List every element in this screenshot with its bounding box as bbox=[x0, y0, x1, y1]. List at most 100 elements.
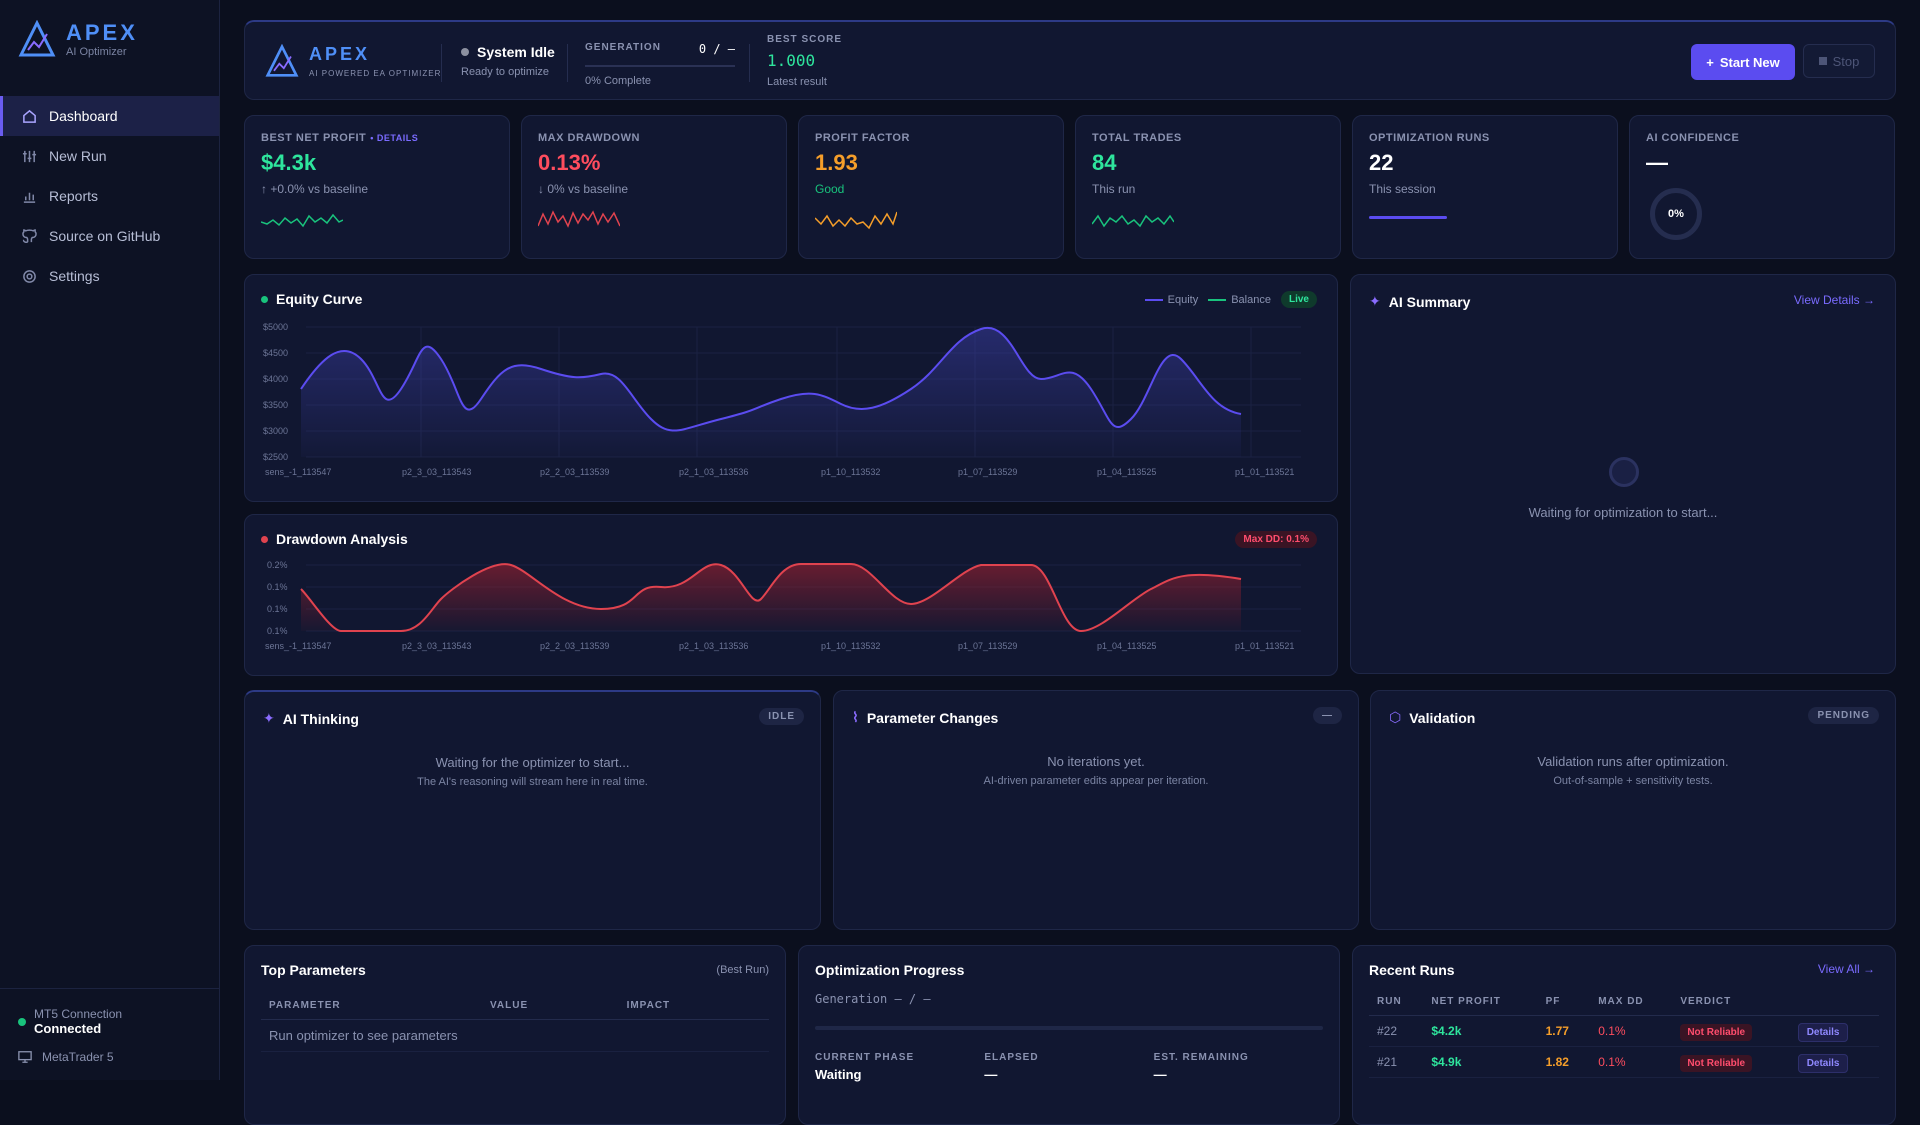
live-badge: Live bbox=[1280, 291, 1317, 308]
sidebar-item-label: Source on GitHub bbox=[49, 228, 161, 244]
drawdown-title: Drawdown Analysis bbox=[276, 531, 408, 547]
kpi-sub: This run bbox=[1092, 182, 1136, 196]
ai-summary-message: Waiting for optimization to start... bbox=[1528, 505, 1718, 520]
y-tick: 0.1% bbox=[267, 582, 288, 592]
github-icon bbox=[22, 228, 37, 243]
generation-percent: 0% Complete bbox=[585, 75, 652, 87]
equity-title: Equity Curve bbox=[276, 291, 363, 307]
start-new-button[interactable]: + Start New bbox=[1691, 44, 1795, 80]
progress-bar bbox=[815, 1026, 1323, 1030]
y-tick: $3500 bbox=[263, 400, 288, 410]
kpi-profit-factor[interactable]: PROFIT FACTOR 1.93 Good bbox=[798, 115, 1064, 259]
kpi-value: 84 bbox=[1092, 150, 1117, 175]
profit-factor: 1.82 bbox=[1537, 1046, 1591, 1078]
kpi-label: PROFIT FACTOR bbox=[815, 132, 910, 144]
parameters-table: PARAMETER VALUE IMPACT Run optimizer to … bbox=[261, 992, 769, 1052]
kpi-value: 22 bbox=[1369, 150, 1394, 175]
details-button[interactable]: Details bbox=[1797, 1023, 1849, 1042]
view-all-link[interactable]: View All → bbox=[1817, 962, 1875, 976]
kpi-best-net-profit[interactable]: BEST NET PROFIT • DETAILS $4.3k ↑ +0.0% v… bbox=[244, 115, 510, 259]
view-details-link[interactable]: View Details → bbox=[1793, 293, 1875, 307]
y-tick: $4000 bbox=[263, 374, 288, 384]
connected-dot-icon bbox=[18, 1017, 26, 1026]
sidebar-item-label: Reports bbox=[49, 188, 99, 204]
net-profit: $4.9k bbox=[1423, 1046, 1538, 1078]
profit-sparkline bbox=[261, 213, 343, 228]
stop-label: Stop bbox=[1832, 53, 1860, 69]
sidebar: APEX AI Optimizer Dashboard New Run Repo… bbox=[0, 0, 220, 1080]
status-badge: PENDING bbox=[1808, 707, 1879, 724]
equity-chart: $5000 $4500 $4000 $3500 $3000 $2500 sens… bbox=[263, 322, 1301, 477]
x-tick: sens_-1_113547 bbox=[265, 641, 331, 651]
sidebar-item-label: Dashboard bbox=[49, 108, 118, 124]
stop-button[interactable]: Stop bbox=[1803, 44, 1875, 78]
empty-message: Run optimizer to see parameters bbox=[261, 1019, 769, 1052]
legend-equity-label: Equity bbox=[1167, 293, 1199, 306]
panel-submessage: Out-of-sample + sensitivity tests. bbox=[1553, 775, 1713, 787]
system-status-sub: Ready to optimize bbox=[461, 66, 550, 78]
gear-icon bbox=[23, 269, 36, 283]
sidebar-item-github[interactable]: Source on GitHub bbox=[0, 216, 219, 256]
loading-spinner-icon bbox=[1609, 457, 1639, 487]
table-row[interactable]: #21 $4.9k 1.82 0.1% Not Reliable Details bbox=[1369, 1046, 1879, 1078]
max-dd-badge: Max DD: 0.1% bbox=[1235, 531, 1317, 548]
sidebar-item-label: Settings bbox=[49, 268, 100, 284]
progress-title: Optimization Progress bbox=[815, 962, 965, 978]
generation-value: 0 / — bbox=[698, 42, 735, 56]
legend-balance-label: Balance bbox=[1231, 293, 1271, 306]
sidebar-item-dashboard[interactable]: Dashboard bbox=[0, 96, 219, 136]
validation-panel: ⬡ Validation PENDING Validation runs afte… bbox=[1370, 690, 1896, 930]
column-header: MAX DD bbox=[1590, 988, 1673, 1016]
kpi-value: 1.93 bbox=[815, 150, 858, 175]
equity-area bbox=[301, 327, 1241, 457]
best-run-note: (Best Run) bbox=[716, 964, 769, 976]
panel-message: Waiting for the optimizer to start... bbox=[435, 755, 630, 770]
sidebar-item-new-run[interactable]: New Run bbox=[0, 136, 219, 176]
recent-runs-table: RUN NET PROFIT PF MAX DD VERDICT #22 $4.… bbox=[1369, 988, 1879, 1078]
monitor-icon bbox=[18, 1051, 32, 1063]
topbar-brand-sub: AI POWERED EA OPTIMIZER bbox=[309, 69, 442, 78]
best-score-label: BEST SCORE bbox=[767, 34, 843, 45]
kpi-ai-confidence[interactable]: AI CONFIDENCE — 0% bbox=[1629, 115, 1895, 259]
kpi-optimization-runs[interactable]: OPTIMIZATION RUNS 22 This session bbox=[1352, 115, 1618, 259]
table-row[interactable]: #22 $4.2k 1.77 0.1% Not Reliable Details bbox=[1369, 1015, 1879, 1047]
sidebar-nav: Dashboard New Run Reports Source on GitH… bbox=[0, 96, 219, 296]
generation-text: Generation — / — bbox=[815, 992, 931, 1006]
details-link[interactable]: • DETAILS bbox=[370, 133, 419, 143]
x-tick: p2_2_03_113539 bbox=[540, 641, 609, 651]
panel-message: No iterations yet. bbox=[1047, 754, 1145, 769]
y-tick: $5000 bbox=[263, 322, 288, 332]
y-tick: $3000 bbox=[263, 426, 288, 436]
sidebar-item-reports[interactable]: Reports bbox=[0, 176, 219, 216]
start-new-label: Start New bbox=[1719, 54, 1780, 70]
kpi-max-drawdown[interactable]: MAX DRAWDOWN 0.13% ↓ 0% vs baseline bbox=[521, 115, 787, 259]
kpi-sub: ↑ +0.0% vs baseline bbox=[261, 182, 369, 196]
best-score-value: 1.000 bbox=[767, 51, 816, 70]
status-bar: APEX AI POWERED EA OPTIMIZER System Idle… bbox=[244, 20, 1896, 100]
run-id: #21 bbox=[1369, 1046, 1424, 1078]
brand[interactable]: APEX AI Optimizer bbox=[0, 0, 219, 78]
equity-dot-icon bbox=[261, 295, 268, 303]
kpi-total-trades[interactable]: TOTAL TRADES 84 This run bbox=[1075, 115, 1341, 259]
y-tick: 0.2% bbox=[267, 560, 288, 570]
shield-icon: ⬡ bbox=[1389, 709, 1402, 725]
connection-label: MT5 Connection bbox=[34, 1007, 123, 1021]
details-button[interactable]: Details bbox=[1797, 1054, 1849, 1073]
brand-subtitle: AI Optimizer bbox=[66, 46, 127, 58]
panel-title: Validation bbox=[1409, 709, 1476, 726]
sidebar-item-settings[interactable]: Settings bbox=[0, 256, 219, 296]
profit-factor-sparkline bbox=[815, 211, 897, 230]
y-tick: $4500 bbox=[263, 348, 288, 358]
divider bbox=[441, 44, 442, 82]
system-status: System Idle Ready to optimize bbox=[461, 44, 555, 78]
ai-summary-card: ✦ AI Summary View Details → Waiting for o… bbox=[1350, 274, 1896, 674]
max-dd: 0.1% bbox=[1590, 1015, 1673, 1047]
divider bbox=[567, 44, 568, 82]
x-tick: p2_1_03_113536 bbox=[679, 641, 748, 651]
connection-status: MT5 Connection Connected MetaTrader 5 bbox=[0, 988, 220, 1080]
sparkle-icon: ✦ bbox=[263, 710, 275, 726]
kpi-label: OPTIMIZATION RUNS bbox=[1369, 132, 1490, 144]
kpi-label: MAX DRAWDOWN bbox=[538, 132, 640, 144]
status-badge: IDLE bbox=[759, 708, 804, 725]
activity-icon: ⌇ bbox=[852, 709, 859, 725]
